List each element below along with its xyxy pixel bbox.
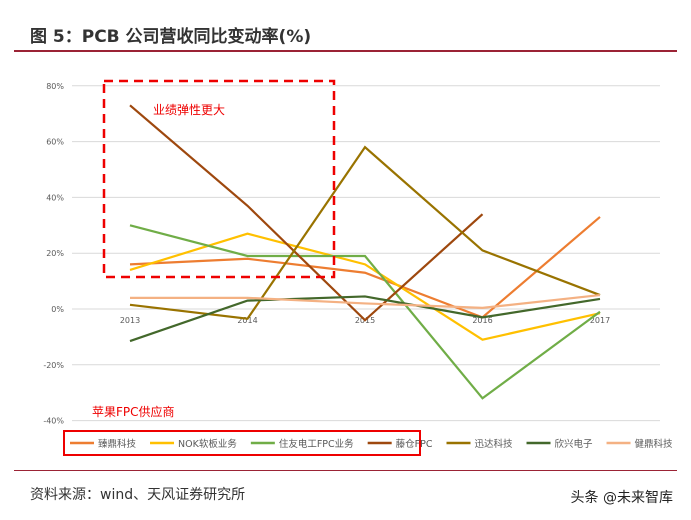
series-line (129, 145, 601, 320)
x-tick-label: 2013 (120, 316, 140, 325)
series-line (129, 295, 601, 343)
x-tick-label: 2017 (590, 316, 610, 325)
annotation-elastic: 业绩弹性更大 (153, 103, 225, 117)
y-tick-label: 20% (46, 249, 64, 258)
legend-label: 住友电工FPC业务 (279, 438, 354, 450)
title-divider (14, 50, 677, 52)
legend-label: 藤仓FPC (396, 438, 433, 450)
x-tick-label: 2014 (237, 316, 257, 325)
x-tick-label: 2016 (472, 316, 492, 325)
series-line (129, 224, 601, 400)
line-chart: -40%-20%0%20%40%60%80%2013 2014 2015 2016 20… (43, 79, 674, 456)
annotation-apple: 苹果FPC供应商 (92, 404, 175, 419)
y-tick-label: 80% (46, 82, 64, 91)
y-tick-label: -20% (43, 361, 64, 370)
y-tick-label: 40% (46, 193, 64, 202)
legend-label: 臻鼎科技 (98, 438, 137, 450)
legend-label: NOK软板业务 (178, 438, 237, 450)
legend-label: 健鼎科技 (635, 438, 674, 450)
source-note: 资料来源：wind、天风证券研究所 (30, 487, 246, 503)
series-line (130, 293, 601, 309)
figure-title: 图 5：PCB 公司营收同比变动率(%) (30, 27, 312, 47)
y-tick-label: -40% (43, 417, 64, 426)
y-tick-label: 0% (51, 305, 64, 314)
series-line (129, 216, 601, 319)
watermark: 头条 @未来智库 (570, 490, 673, 506)
footer-divider (14, 470, 677, 471)
annotation-box-elastic (102, 79, 336, 279)
legend-label: 迅达科技 (475, 438, 514, 450)
annotation-box-apple (63, 430, 421, 456)
y-tick-label: 60% (46, 138, 64, 147)
legend-label: 欣兴电子 (555, 438, 594, 450)
series-line (129, 104, 484, 322)
